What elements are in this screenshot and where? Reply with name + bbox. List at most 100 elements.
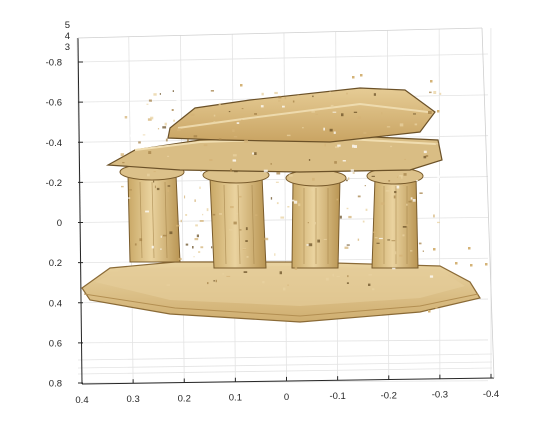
point bbox=[421, 120, 423, 122]
y-tick-label: 0.6 bbox=[49, 338, 62, 349]
point bbox=[399, 254, 403, 257]
point bbox=[312, 95, 314, 98]
point bbox=[213, 280, 215, 282]
point bbox=[193, 256, 195, 258]
x-axis-line bbox=[81, 377, 495, 385]
point bbox=[323, 127, 325, 131]
point bbox=[373, 93, 376, 96]
point bbox=[120, 153, 125, 157]
y-tick-label: 0.8 bbox=[49, 379, 62, 390]
point bbox=[187, 139, 189, 142]
point bbox=[402, 234, 405, 237]
point bbox=[405, 224, 409, 227]
point bbox=[468, 247, 471, 250]
point bbox=[270, 197, 273, 200]
point bbox=[194, 238, 199, 241]
point bbox=[421, 107, 423, 110]
x-tick-label: 0.3 bbox=[127, 394, 140, 405]
point bbox=[260, 105, 264, 108]
point bbox=[164, 240, 166, 242]
point bbox=[124, 116, 128, 119]
point bbox=[439, 92, 442, 95]
point bbox=[194, 199, 196, 202]
point bbox=[372, 231, 376, 233]
point bbox=[270, 163, 272, 165]
point bbox=[195, 224, 198, 227]
point bbox=[233, 221, 237, 225]
point bbox=[279, 271, 282, 275]
point bbox=[234, 170, 238, 173]
point bbox=[239, 195, 242, 198]
point bbox=[396, 185, 400, 189]
point bbox=[308, 159, 311, 161]
point bbox=[211, 246, 213, 249]
point bbox=[196, 234, 199, 238]
point bbox=[388, 180, 391, 182]
point bbox=[287, 206, 290, 208]
point bbox=[156, 187, 160, 191]
point bbox=[317, 239, 320, 243]
point bbox=[357, 238, 360, 241]
y-tick-label: -0.4 bbox=[46, 138, 62, 149]
tick-labels: -0.8 -0.6 -0.4 -0.2 0 0.2 0.4 0.6 0.8 0.4 0.3 0.2 0.… bbox=[46, 20, 500, 406]
y-tick-label: 0 bbox=[57, 218, 62, 229]
point bbox=[385, 190, 390, 192]
point bbox=[350, 169, 354, 172]
point bbox=[139, 238, 143, 242]
point bbox=[401, 176, 403, 179]
point bbox=[151, 245, 154, 249]
point bbox=[289, 174, 293, 177]
point bbox=[148, 99, 152, 102]
point bbox=[261, 92, 264, 96]
point bbox=[184, 195, 186, 199]
point bbox=[429, 249, 431, 252]
point bbox=[346, 92, 348, 95]
x-tick-label: -0.3 bbox=[432, 390, 448, 401]
point bbox=[418, 242, 422, 245]
point bbox=[434, 142, 439, 145]
point bbox=[406, 203, 408, 206]
point bbox=[159, 93, 161, 95]
point bbox=[274, 91, 278, 95]
point bbox=[428, 111, 432, 114]
point bbox=[403, 173, 407, 176]
point bbox=[284, 97, 287, 100]
right-frame-line bbox=[481, 27, 495, 379]
grid-line-x bbox=[180, 35, 185, 383]
point bbox=[302, 127, 304, 129]
point bbox=[254, 152, 257, 155]
point bbox=[216, 187, 218, 190]
point bbox=[164, 122, 167, 126]
point bbox=[213, 121, 216, 124]
z-tick-label: 4 bbox=[65, 31, 70, 42]
y-tick-label: 0.2 bbox=[49, 258, 62, 269]
point bbox=[311, 188, 314, 191]
point bbox=[323, 238, 327, 240]
point bbox=[243, 271, 248, 273]
point bbox=[199, 220, 204, 222]
point bbox=[330, 104, 334, 108]
point bbox=[219, 213, 222, 215]
point bbox=[202, 213, 204, 216]
point bbox=[332, 273, 335, 277]
point bbox=[312, 177, 315, 181]
temple-base-step bbox=[95, 266, 465, 306]
point bbox=[336, 275, 340, 277]
point bbox=[374, 237, 378, 239]
point bbox=[308, 243, 313, 247]
point bbox=[190, 113, 195, 116]
point bbox=[341, 113, 344, 117]
grid-line-depth bbox=[77, 353, 493, 361]
y-tick-label: -0.6 bbox=[46, 98, 62, 109]
point bbox=[129, 189, 132, 191]
point bbox=[262, 281, 265, 284]
point bbox=[429, 91, 432, 94]
point bbox=[167, 155, 170, 157]
point bbox=[200, 246, 204, 249]
point bbox=[218, 103, 221, 106]
point bbox=[226, 275, 231, 277]
point bbox=[209, 159, 213, 161]
point bbox=[228, 229, 233, 231]
point bbox=[314, 222, 316, 225]
point bbox=[153, 180, 155, 183]
